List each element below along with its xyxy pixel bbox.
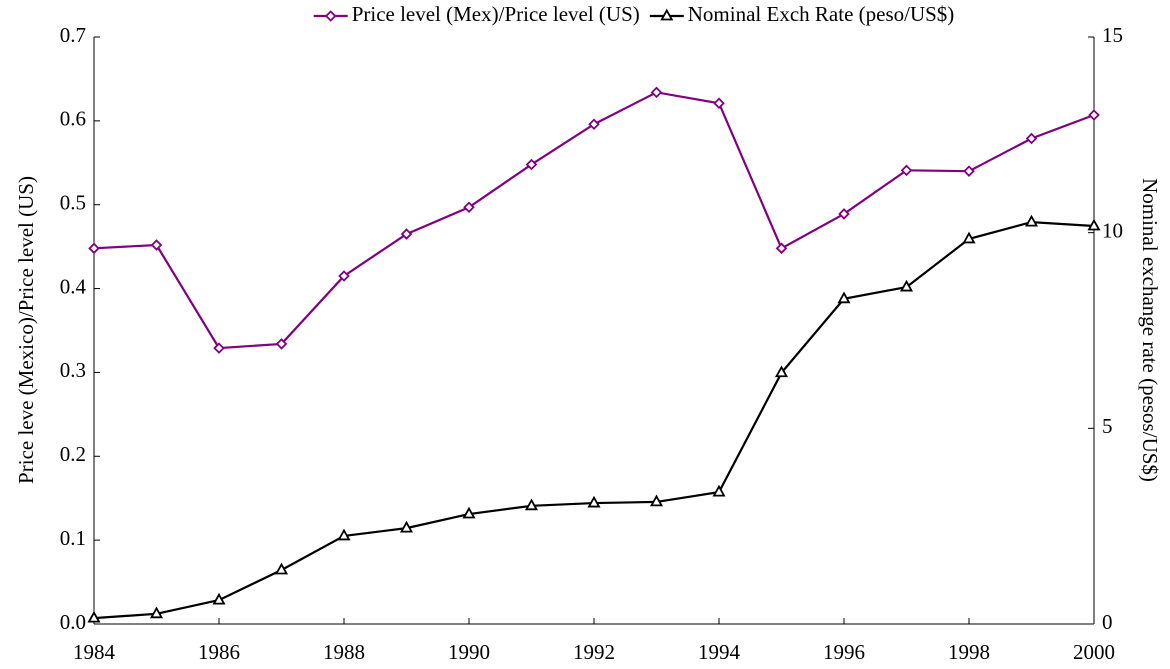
data-point [525, 158, 538, 171]
x-tick-label: 1988 [323, 640, 365, 664]
data-point [399, 520, 414, 533]
data-point [588, 118, 600, 130]
data-point [837, 291, 851, 304]
y2-axis-label: Nominal exchange rate (pesos/US$) [1138, 178, 1162, 482]
data-point [150, 239, 163, 251]
y2-tick-label: 15 [1102, 23, 1123, 47]
data-point [463, 201, 475, 214]
y-tick-label: 0.3 [60, 358, 86, 382]
data-point [1088, 109, 1100, 121]
data-point [524, 498, 539, 511]
data-point [400, 228, 413, 240]
data-point [963, 165, 975, 177]
x-tick-label: 1998 [948, 640, 990, 664]
data-point [1025, 132, 1038, 145]
data-point [712, 484, 726, 497]
data-point [900, 164, 913, 177]
data-point [962, 231, 976, 244]
data-point [775, 242, 788, 255]
x-tick-label: 1984 [73, 640, 116, 664]
data-point [338, 270, 350, 282]
legend-marker [660, 8, 674, 21]
legend-label: Price level (Mex)/Price level (US) [352, 2, 640, 26]
y2-tick-label: 10 [1102, 218, 1123, 242]
data-point [149, 606, 164, 619]
data-point [462, 506, 476, 519]
series-line [93, 91, 1095, 350]
x-tick-label: 2000 [1073, 640, 1115, 664]
y-tick-label: 0.5 [60, 191, 86, 215]
legend-label: Nominal Exch Rate (peso/US$) [688, 2, 955, 26]
data-point [87, 610, 101, 623]
y-tick-label: 0.6 [60, 107, 86, 131]
data-point [650, 86, 663, 99]
y-tick-label: 0.7 [60, 23, 86, 47]
data-point [1087, 218, 1101, 231]
data-point [899, 279, 914, 292]
data-point [275, 338, 288, 350]
data-point [774, 365, 789, 378]
y2-tick-label: 0 [1102, 610, 1113, 634]
x-tick-label: 1990 [448, 640, 490, 664]
x-tick-label: 1992 [573, 640, 615, 664]
legend-marker [324, 10, 337, 22]
data-point [212, 592, 226, 605]
y-tick-label: 0.0 [60, 610, 86, 634]
series-line [93, 220, 1095, 620]
x-tick-label: 1996 [823, 640, 865, 664]
data-point [587, 495, 601, 508]
y2-tick-label: 5 [1102, 414, 1113, 438]
y-tick-label: 0.2 [60, 442, 86, 466]
data-point [1024, 214, 1039, 227]
x-tick-label: 1986 [198, 640, 240, 664]
data-point [274, 562, 289, 575]
x-tick-label: 1994 [698, 640, 741, 664]
data-point [713, 97, 725, 110]
data-point [838, 208, 850, 220]
y-axis-label: Price leve (Mexico)/Price level (US) [14, 176, 38, 484]
y-tick-label: 0.1 [60, 526, 86, 550]
data-point [649, 494, 664, 507]
data-point [88, 242, 100, 255]
y-tick-label: 0.4 [60, 274, 87, 298]
data-point [337, 528, 351, 541]
data-point [213, 342, 225, 354]
